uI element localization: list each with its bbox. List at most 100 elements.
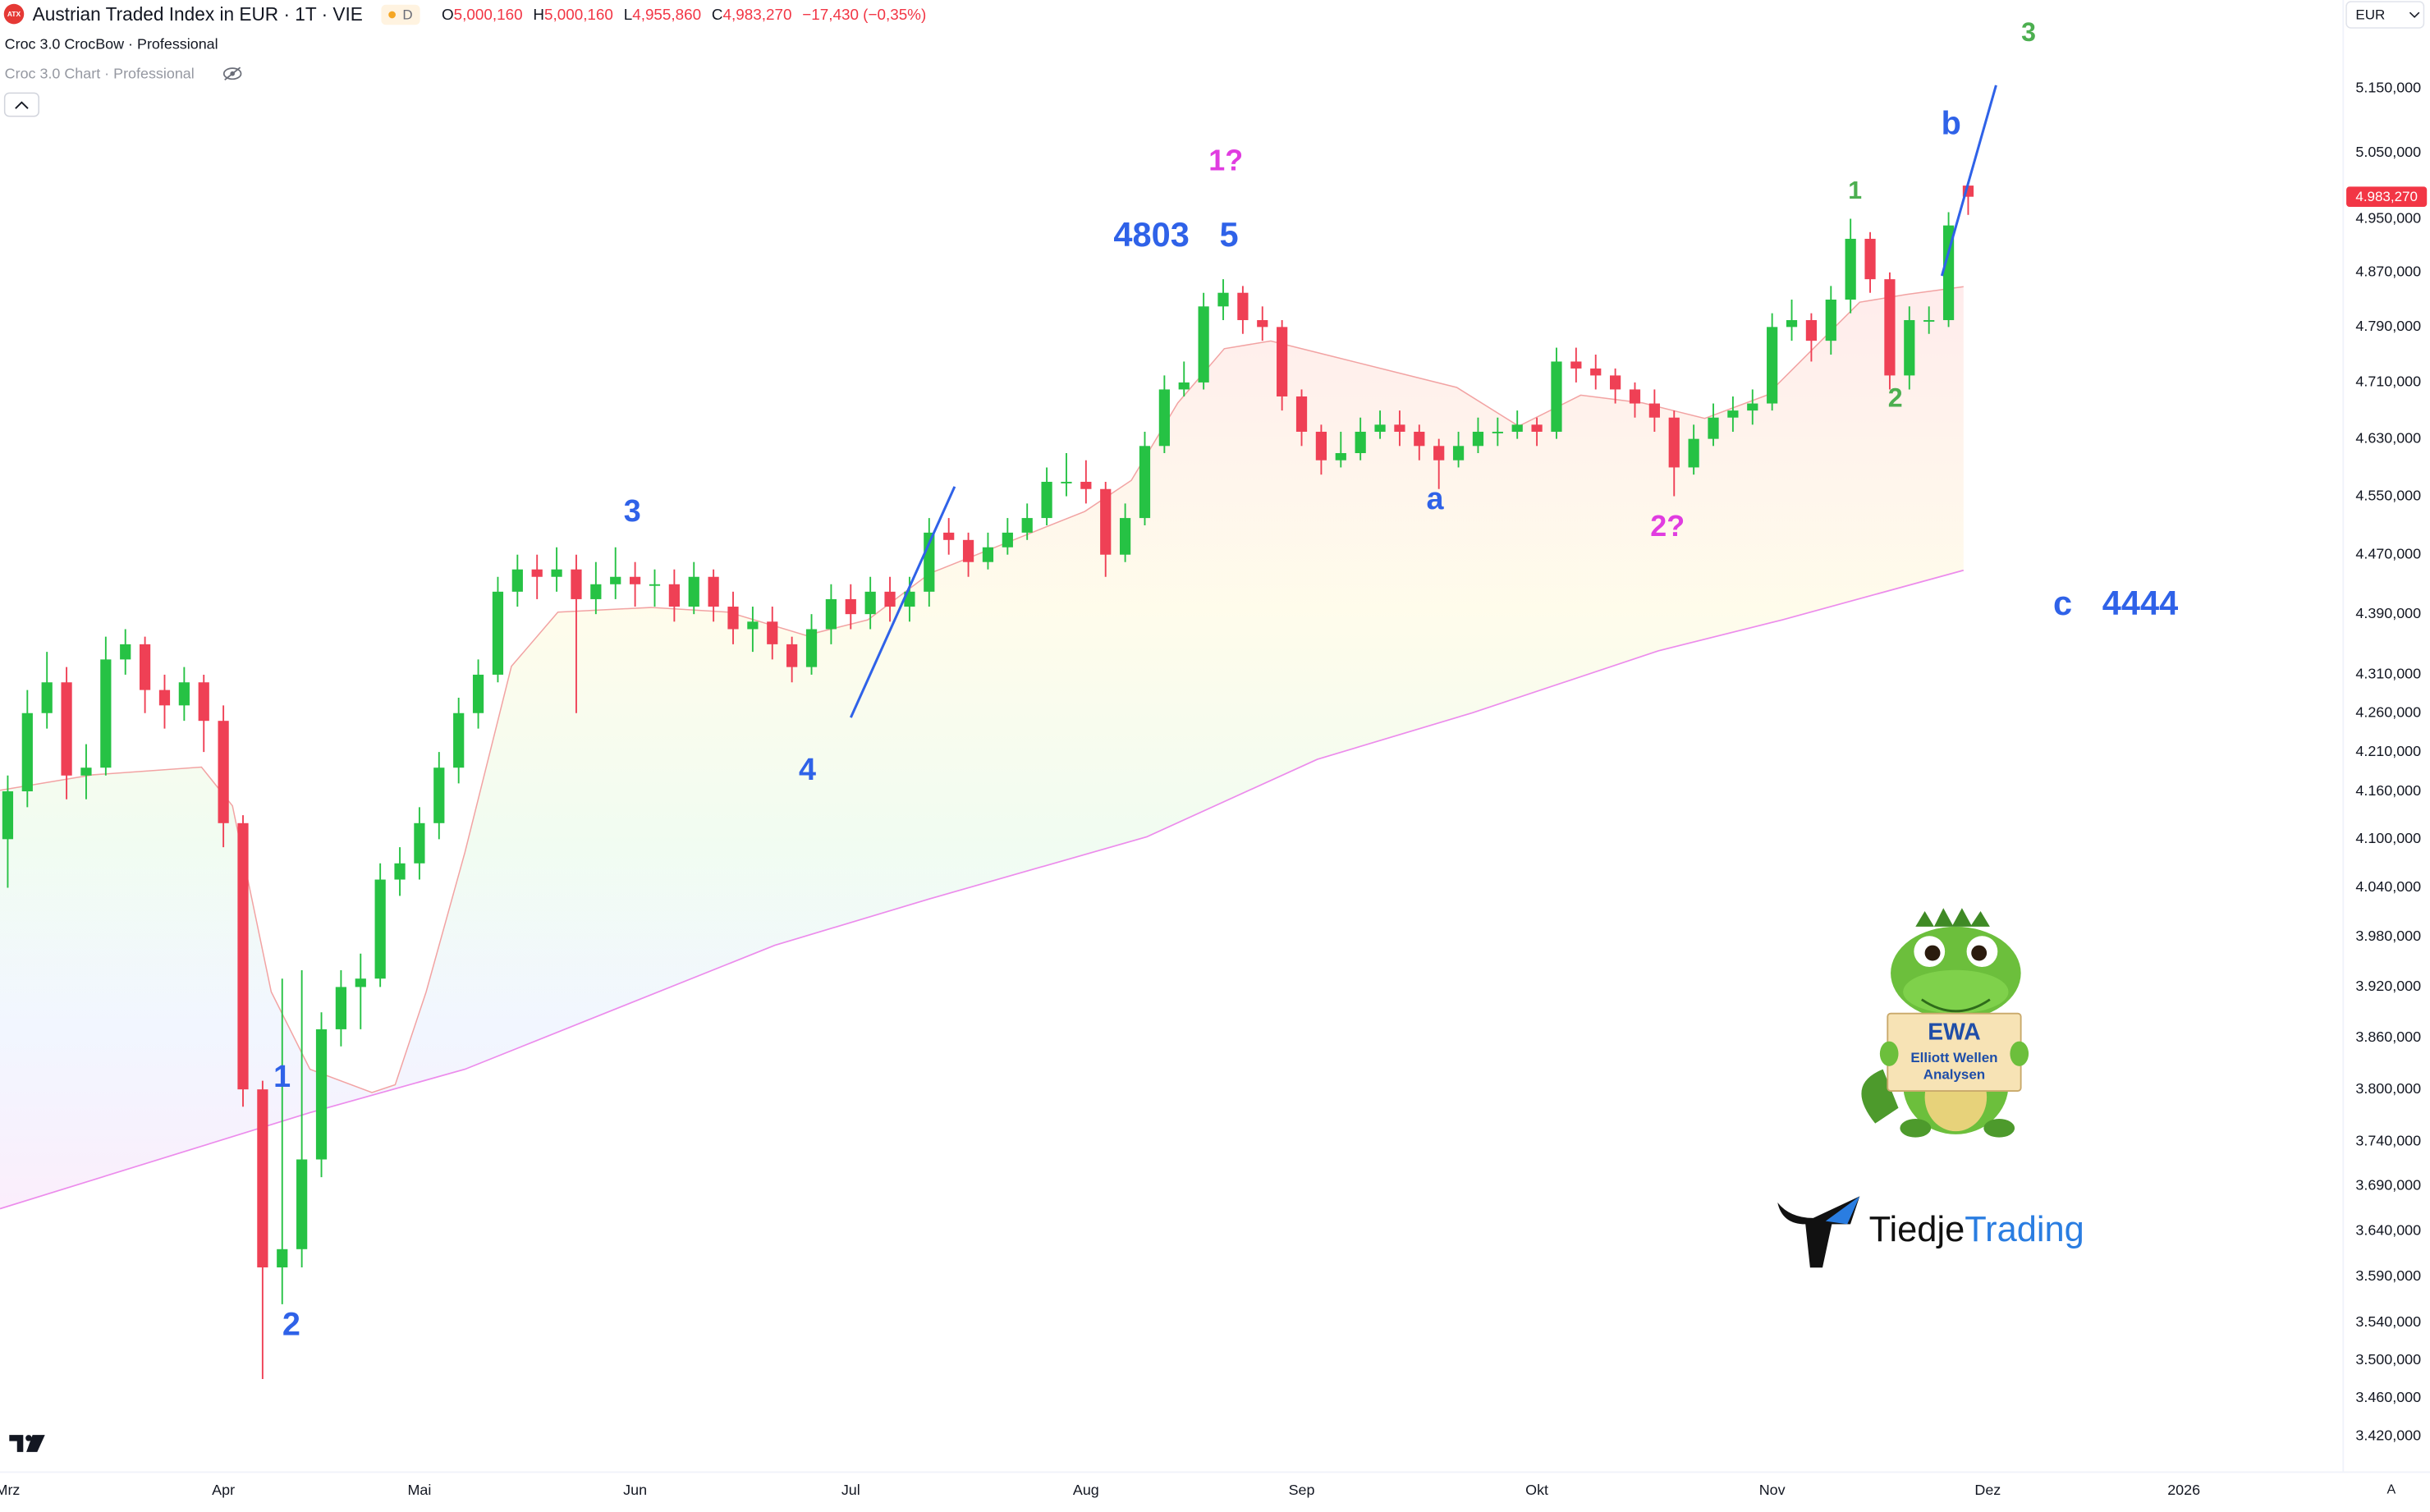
ewa-line: Analysen (1923, 1067, 1985, 1083)
ohlc-label: H (533, 6, 544, 23)
tiedje-logo: TiedjeTrading (1777, 1196, 2084, 1268)
ohlc-value: 5,000,160 (454, 6, 523, 23)
croc-tail (1861, 1069, 1899, 1124)
change: −17,430 (−0,35%) (802, 6, 926, 23)
candle-body (884, 591, 896, 607)
y-tick-label: 4.160,000 (2355, 782, 2421, 799)
y-tick-label: 5.050,000 (2355, 144, 2421, 160)
candle-body (1590, 368, 1602, 376)
x-tick-label: Apr (212, 1482, 235, 1498)
y-tick-label: 3.460,000 (2355, 1389, 2421, 1405)
flag: D (402, 7, 412, 22)
y-tick-label: 3.590,000 (2355, 1267, 2421, 1284)
currency-chevron (2409, 11, 2420, 18)
collapse-icon (15, 101, 29, 109)
candle-body (1021, 518, 1033, 533)
candle-body (1668, 417, 1680, 468)
candle-body (1041, 481, 1052, 519)
candle-body (1923, 319, 1935, 322)
candle-body (943, 532, 955, 540)
y-tick-label: 3.980,000 (2355, 928, 2421, 944)
candle-body (296, 1159, 308, 1249)
wave-label: 1 (273, 1059, 291, 1093)
wave-label: 4 (799, 752, 816, 786)
candle-body (374, 879, 386, 979)
y-tick-label: 4.630,000 (2355, 429, 2421, 446)
candle-body (139, 644, 151, 690)
ohlc-value: 4,983,270 (723, 6, 792, 23)
candle-body (277, 1249, 288, 1268)
indicator-label[interactable]: Croc 3.0 CrocBow · Professional (5, 36, 218, 53)
croc-foot (1900, 1119, 1932, 1138)
ewa-title: EWA (1928, 1019, 1980, 1045)
candle-body (355, 978, 366, 987)
candle-body (1394, 424, 1405, 432)
symbol-title[interactable]: Austrian Traded Index in EUR · 1T · VIE (33, 3, 363, 25)
wave-label: 3 (624, 493, 641, 528)
candle-body (1355, 431, 1366, 454)
candle-body (845, 598, 856, 615)
y-tick-label: 4.710,000 (2355, 373, 2421, 390)
currency: EUR (2355, 7, 2385, 22)
tiedje-wordmark: TiedjeTrading (1869, 1210, 2084, 1249)
y-tick-label: 5.150,000 (2355, 79, 2421, 95)
candle-body (394, 863, 406, 880)
y-tick-label: 4.310,000 (2355, 666, 2421, 682)
y-tick-label: 3.800,000 (2355, 1080, 2421, 1097)
auto-label[interactable]: A (2386, 1482, 2396, 1496)
candle-body (1237, 292, 1249, 320)
auto-button[interactable] (2377, 1477, 2405, 1502)
candle-body (629, 576, 641, 584)
candle-body (1335, 453, 1346, 460)
collapse-button[interactable] (3, 92, 39, 117)
badge-text: ATX (7, 10, 21, 18)
candle-body (982, 547, 994, 562)
candle-body (315, 1029, 328, 1160)
wave-label: 4444 (2102, 584, 2178, 622)
tiedje-icon-accent (1825, 1196, 1860, 1225)
candle-body (414, 822, 425, 864)
candle-body (962, 539, 974, 562)
candle-body (1374, 424, 1386, 432)
candle-body (747, 621, 759, 630)
wave-label: 2 (1888, 383, 1903, 413)
candle-body (198, 682, 209, 722)
trend-line (1940, 85, 1997, 277)
candle-body (433, 767, 445, 823)
candle-body (1217, 292, 1229, 307)
candle-body (1100, 488, 1112, 555)
croc-snout (1903, 969, 2009, 1014)
ohlc-value: 5,000,160 (544, 6, 613, 23)
eye (222, 67, 242, 80)
wave-label: c (2053, 584, 2072, 622)
currency-button[interactable] (2345, 1, 2425, 29)
candle-body (590, 584, 602, 599)
candle-body (1629, 389, 1641, 404)
candle-body (61, 682, 72, 776)
visibility-icon[interactable] (222, 66, 242, 80)
croc-hand (1879, 1041, 1899, 1066)
x-tick-label: Aug (1073, 1482, 1099, 1498)
y-tick-label: 4.260,000 (2355, 703, 2421, 720)
x-tick-label: Okt (1525, 1482, 1548, 1498)
candle-body (1433, 446, 1445, 460)
indicator-label[interactable]: Croc 3.0 Chart · Professional (5, 65, 195, 81)
y-tick-label: 4.470,000 (2355, 545, 2421, 561)
last-price-label: 4.983,270 (2355, 189, 2418, 204)
croc-foot (1983, 1119, 2015, 1138)
wave-label: 2? (1650, 510, 1685, 543)
candle-body (41, 682, 53, 713)
x-tick-label: Nov (1759, 1482, 1786, 1498)
tiedje-part: Tiedje (1869, 1210, 1965, 1249)
candle-body (1570, 361, 1582, 369)
candle-body (1295, 396, 1308, 432)
candle-body (1648, 403, 1660, 418)
x-tick-label: 2026 (2167, 1482, 2200, 1498)
candle-body (531, 569, 543, 577)
y-tick-label: 3.740,000 (2355, 1133, 2421, 1149)
candle-body (158, 690, 171, 706)
wave-label: 5 (1219, 215, 1238, 254)
candle-body (2, 791, 14, 840)
candle-body (120, 644, 131, 660)
